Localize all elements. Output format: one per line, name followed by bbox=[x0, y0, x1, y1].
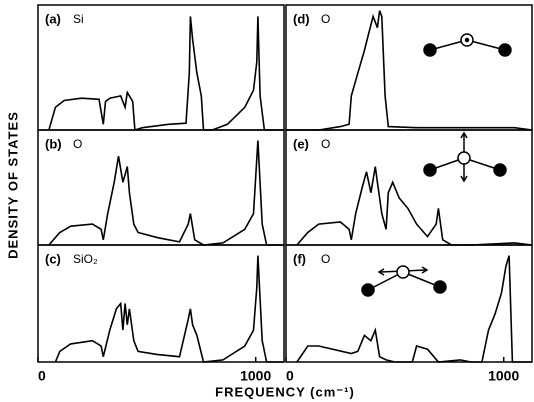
panel-title: O bbox=[73, 137, 82, 151]
panel-label: (c) bbox=[45, 251, 61, 266]
dos-curve bbox=[48, 140, 284, 246]
panel-title: O bbox=[321, 137, 330, 151]
panel-label: (d) bbox=[293, 11, 310, 26]
dos-curve bbox=[54, 255, 284, 363]
x-tick-label: 0 bbox=[286, 368, 294, 384]
dos-curve bbox=[296, 255, 532, 363]
x-axis-label: FREQUENCY (cm⁻¹) bbox=[215, 384, 355, 399]
x-tick-label: 1000 bbox=[240, 368, 271, 384]
panel-label: (f) bbox=[293, 251, 306, 266]
atom bbox=[396, 265, 410, 279]
x-tick-label: 1000 bbox=[488, 368, 519, 384]
arrow-head bbox=[460, 131, 468, 183]
atom bbox=[493, 163, 507, 177]
atom bbox=[423, 43, 437, 57]
atom bbox=[457, 151, 471, 165]
dos-curve bbox=[286, 10, 533, 131]
x-tick-label: 0 bbox=[38, 368, 46, 384]
panel-label: (b) bbox=[45, 136, 62, 151]
atom bbox=[361, 283, 375, 297]
panel-title: O bbox=[321, 252, 330, 266]
y-axis-label: DENSITY OF STATES bbox=[5, 111, 20, 259]
panel-title: O bbox=[321, 12, 330, 26]
panel-frame bbox=[37, 244, 285, 363]
panel-label: (e) bbox=[293, 136, 309, 151]
atom bbox=[423, 163, 437, 177]
panel-title: SiO₂ bbox=[73, 252, 98, 266]
panel-title: Si bbox=[73, 12, 84, 26]
panel-label: (a) bbox=[45, 11, 61, 26]
atom-dot bbox=[464, 37, 470, 43]
atom bbox=[498, 43, 512, 57]
atom bbox=[433, 280, 447, 294]
arrow-head bbox=[377, 266, 429, 276]
molecule-icons bbox=[361, 33, 512, 297]
dos-curve bbox=[296, 166, 533, 246]
dos-curve bbox=[48, 16, 284, 132]
